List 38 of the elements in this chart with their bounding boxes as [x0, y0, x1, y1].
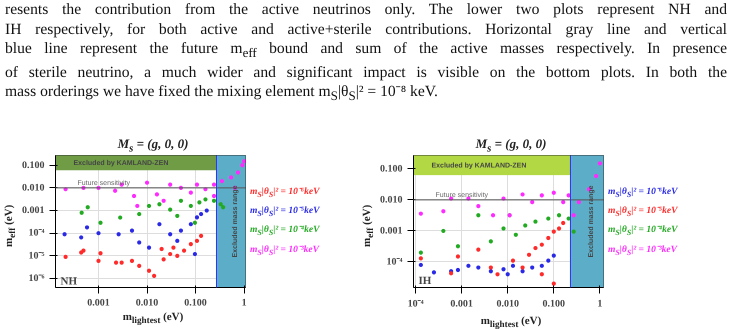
text: m$_{S}$|θ$_{S}$|² = 10⁻⁵keV	[250, 205, 320, 220]
y-tick-label: 10⁻⁵	[28, 250, 44, 262]
text: m$_{S}$|θ$_{S}$|² = 10⁻⁶keV	[608, 186, 678, 200]
annotation: NH	[60, 275, 78, 288]
x-tick-label: 0.100	[542, 298, 566, 310]
x-tick-label: 0.010	[136, 298, 158, 308]
text: m$_{S}$|θ$_{S}$|² = 10⁻⁶keV	[250, 186, 320, 200]
text: m$_{S}$|θ$_{S}$|² = 10⁻³keV	[608, 244, 678, 258]
text: blue line represent the future m$_{eff}$ bound and sum of the active masses respectively. In presence	[5, 39, 727, 62]
x-tick-label: 1	[242, 298, 247, 308]
text: m$_{S}$|θ$_{S}$|² = 10⁻⁴keV	[608, 224, 678, 239]
text: m$_{S}$|θ$_{S}$|² = 10⁻⁴keV	[250, 224, 320, 239]
text: of sterile neutrino, a much wider and significant impact is visible on the bottom plots. In both the	[5, 62, 727, 82]
x-tick-label: 10⁻⁴	[408, 298, 424, 310]
text: IH respectively, for both active and active+sterile contributions. Horizontal gray line and vertical	[5, 20, 727, 39]
annotation: IH	[418, 274, 432, 287]
x-axis-title: m$_{lightest}$ (eV)	[480, 314, 542, 330]
y-tick-label: 0.001	[22, 205, 44, 216]
y-tick-label: 0.001	[380, 225, 402, 236]
text: mass orderings we have fixed the mixing element m$_{S}$|θ$_{S}$|² = 10⁻⁸ keV.	[5, 82, 439, 106]
x-tick-label: 0.010	[496, 298, 519, 310]
y-tick-label: 0.010	[380, 194, 402, 206]
x-axis-title: m$_{lightest}$ (eV)	[122, 310, 184, 328]
y-tick-label: 0.100	[22, 160, 44, 171]
x-tick-label: 0.100	[184, 298, 207, 308]
text: m$_{S}$|θ$_{S}$|² = 10⁻³keV	[250, 244, 320, 258]
y-tick-label: 10⁻⁴	[28, 228, 44, 239]
text: m$_{S}$|θ$_{S}$|² = 10⁻⁵keV	[608, 205, 678, 220]
text: resents the contribution from the active neutrinos only. The lower two plots represent NH and	[5, 0, 727, 20]
x-tick-label: 0.001	[450, 298, 473, 310]
x-tick-label: 0.001	[87, 298, 110, 308]
y-tick-label: 0.100	[380, 163, 402, 174]
x-tick-label: 1	[597, 298, 602, 310]
chart-title: M$_{s}$ = (g, 0, 0)	[474, 135, 548, 157]
y-tick-label: 0.010	[22, 182, 44, 194]
y-tick-label: 10⁻⁴	[386, 256, 402, 268]
chart-title: M$_{s}$ = (g, 0, 0)	[116, 135, 190, 157]
y-tick-label: 10⁻⁶	[28, 272, 44, 284]
